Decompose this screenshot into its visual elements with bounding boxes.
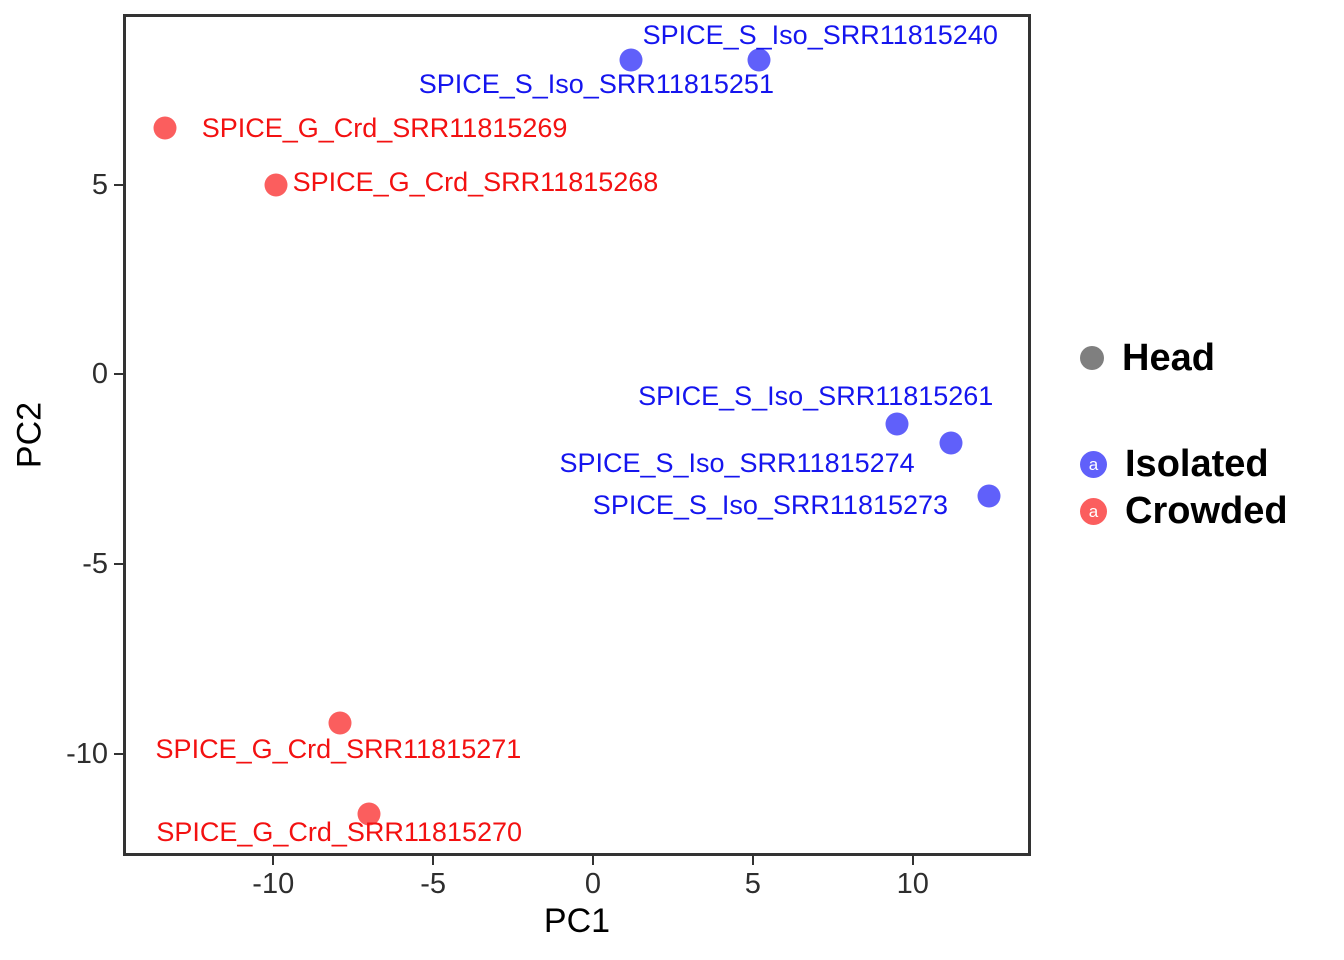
data-point-crowded	[153, 116, 177, 140]
x-axis-title: PC1	[543, 902, 611, 940]
x-axis-tick	[751, 856, 754, 865]
data-point-isolated	[977, 484, 1001, 508]
point-label: SPICE_G_Crd_SRR11815270	[156, 817, 523, 848]
data-point-isolated	[885, 412, 909, 436]
y-axis-tick	[114, 752, 123, 755]
y-axis-tick-label: 5	[91, 168, 108, 201]
x-axis-tick-label: -10	[252, 868, 295, 900]
crowded-point-icon: a	[1080, 497, 1107, 525]
y-axis-tick-label: -5	[82, 547, 108, 580]
data-point-isolated	[619, 48, 643, 71]
point-label: SPICE_S_Iso_SRR11815240	[642, 19, 998, 50]
y-axis-tick	[114, 373, 123, 376]
legend-a-glyph: a	[1088, 454, 1099, 474]
x-axis-tick-label: -5	[420, 868, 447, 900]
point-label: SPICE_G_Crd_SRR11815269	[201, 112, 568, 143]
x-axis-tick-label: 10	[896, 868, 929, 900]
data-point-crowded	[357, 802, 381, 826]
legend-crowded-label: Crowded	[1125, 489, 1288, 532]
legend-a-glyph: a	[1088, 501, 1099, 521]
data-point-crowded	[264, 173, 288, 197]
point-label: SPICE_S_Iso_SRR11815274	[559, 447, 915, 478]
legend-item-isolated: a Isolated	[1080, 440, 1269, 488]
y-axis-tick	[114, 183, 123, 186]
point-label: SPICE_G_Crd_SRR11815271	[155, 734, 522, 765]
x-axis-tick-label: 0	[584, 868, 602, 900]
y-axis-tick	[114, 562, 123, 565]
y-axis-tick-label: -10	[66, 737, 108, 770]
y-axis-tick-label: 0	[91, 358, 108, 391]
x-axis-tick	[432, 856, 435, 865]
legend-item-crowded: a Crowded	[1080, 487, 1288, 535]
x-axis-tick-label: 5	[744, 868, 761, 900]
x-axis-tick	[911, 856, 914, 865]
isolated-point-icon: a	[1080, 450, 1107, 478]
data-point-isolated	[939, 431, 963, 455]
x-axis-tick	[272, 856, 275, 865]
legend-item-head: Head	[1080, 334, 1215, 382]
data-point-isolated	[747, 48, 771, 71]
point-label: SPICE_S_Iso_SRR11815273	[592, 489, 949, 520]
legend: Head a Isolated a Crowded	[1072, 0, 1344, 960]
point-label: SPICE_S_Iso_SRR11815261	[638, 380, 994, 411]
head-point-icon	[1080, 346, 1104, 370]
data-point-crowded	[328, 711, 352, 735]
point-label: SPICE_S_Iso_SRR11815251	[418, 68, 774, 99]
legend-isolated-label: Isolated	[1125, 442, 1269, 485]
plot-panel	[123, 14, 1031, 856]
x-axis-tick	[591, 856, 594, 865]
y-axis-title: PC2	[10, 401, 49, 469]
legend-head-label: Head	[1122, 336, 1215, 379]
point-label: SPICE_G_Crd_SRR11815268	[292, 166, 659, 197]
